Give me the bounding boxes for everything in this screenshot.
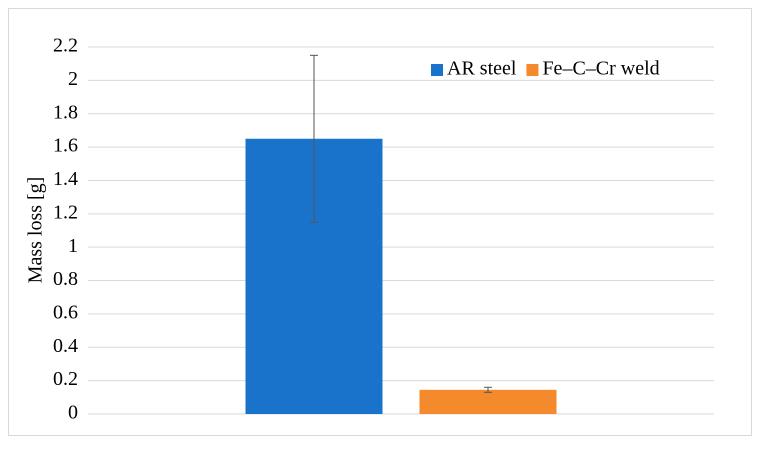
bar bbox=[419, 389, 557, 414]
y-tick-label: 1.6 bbox=[53, 135, 78, 157]
y-tick-label: 0.2 bbox=[53, 368, 78, 390]
y-tick-label: 2.2 bbox=[53, 35, 78, 57]
legend-label: Fe–C–Cr weld bbox=[542, 58, 659, 80]
legend-swatch bbox=[431, 64, 443, 76]
legend-swatch bbox=[526, 64, 539, 76]
y-tick-label: 0.4 bbox=[53, 335, 78, 357]
y-tick-label: 1.4 bbox=[53, 168, 78, 190]
error-bar bbox=[310, 54, 318, 223]
y-tick-label: 1.8 bbox=[53, 101, 78, 123]
error-bar bbox=[484, 386, 492, 393]
y-tick-label: 0 bbox=[68, 402, 78, 424]
y-axis-label: Mass loss [g] bbox=[25, 177, 47, 284]
y-tick-label: 2 bbox=[68, 68, 78, 90]
legend-label: AR steel bbox=[447, 58, 517, 80]
y-tick-label: 0.8 bbox=[53, 268, 78, 290]
y-tick-label: 0.6 bbox=[53, 302, 78, 324]
y-tick-label: 1.2 bbox=[53, 201, 78, 223]
y-tick-label: 1 bbox=[68, 235, 78, 257]
